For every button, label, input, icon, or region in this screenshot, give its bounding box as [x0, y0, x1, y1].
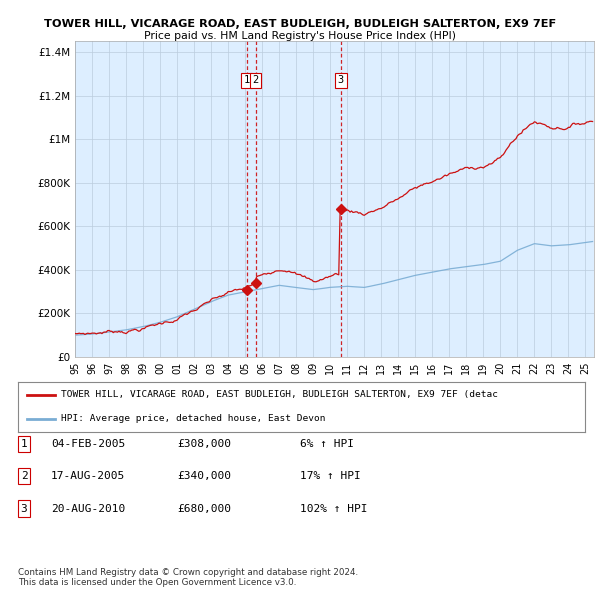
Text: TOWER HILL, VICARAGE ROAD, EAST BUDLEIGH, BUDLEIGH SALTERTON, EX9 7EF (detac: TOWER HILL, VICARAGE ROAD, EAST BUDLEIGH… — [61, 390, 497, 399]
Text: 3: 3 — [338, 76, 344, 86]
Text: 17% ↑ HPI: 17% ↑ HPI — [300, 471, 361, 481]
Text: 102% ↑ HPI: 102% ↑ HPI — [300, 504, 367, 513]
Text: Contains HM Land Registry data © Crown copyright and database right 2024.
This d: Contains HM Land Registry data © Crown c… — [18, 568, 358, 587]
Text: 1: 1 — [20, 439, 28, 448]
Text: 20-AUG-2010: 20-AUG-2010 — [51, 504, 125, 513]
Text: 1: 1 — [244, 76, 250, 86]
Text: 17-AUG-2005: 17-AUG-2005 — [51, 471, 125, 481]
Text: £308,000: £308,000 — [177, 439, 231, 448]
Text: 2: 2 — [253, 76, 259, 86]
Text: HPI: Average price, detached house, East Devon: HPI: Average price, detached house, East… — [61, 414, 325, 424]
Text: 6% ↑ HPI: 6% ↑ HPI — [300, 439, 354, 448]
Text: 04-FEB-2005: 04-FEB-2005 — [51, 439, 125, 448]
Text: Price paid vs. HM Land Registry's House Price Index (HPI): Price paid vs. HM Land Registry's House … — [144, 31, 456, 41]
Text: £340,000: £340,000 — [177, 471, 231, 481]
Text: 3: 3 — [20, 504, 28, 513]
Text: 2: 2 — [20, 471, 28, 481]
Text: TOWER HILL, VICARAGE ROAD, EAST BUDLEIGH, BUDLEIGH SALTERTON, EX9 7EF: TOWER HILL, VICARAGE ROAD, EAST BUDLEIGH… — [44, 19, 556, 29]
Text: £680,000: £680,000 — [177, 504, 231, 513]
